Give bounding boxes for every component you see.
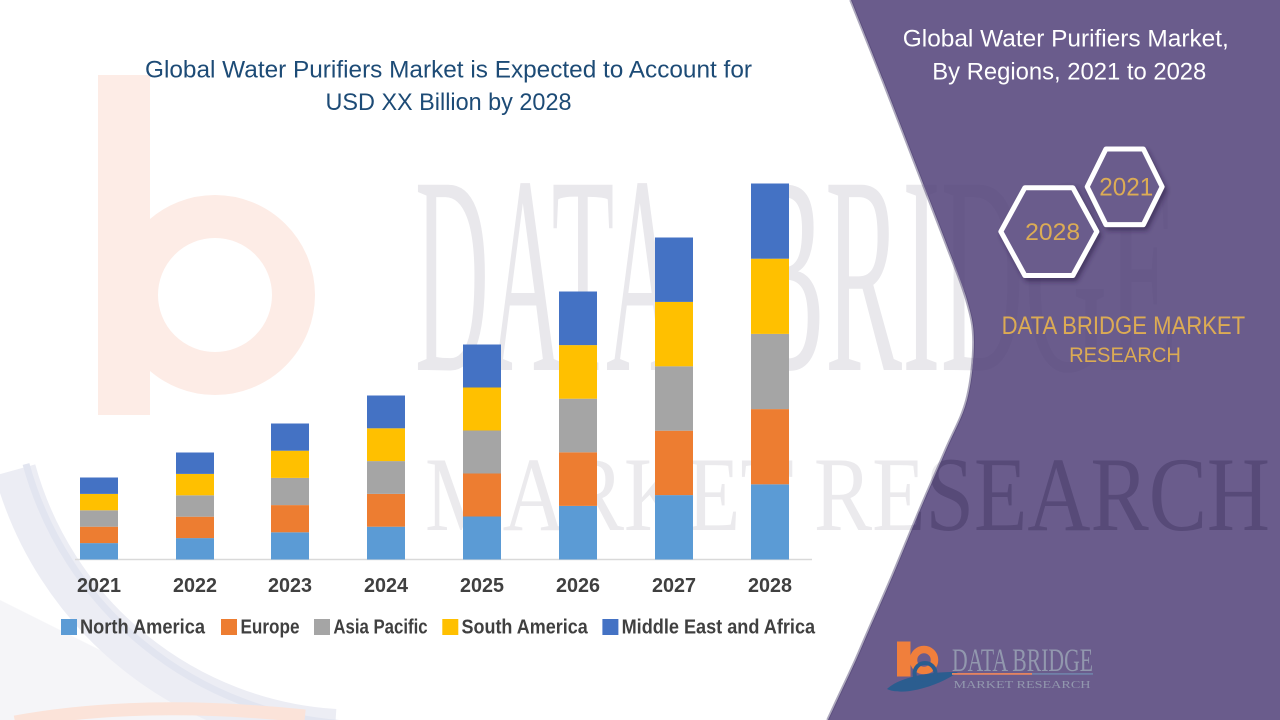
svg-text:2023: 2023	[268, 575, 312, 597]
svg-text:Europe: Europe	[241, 616, 300, 639]
svg-text:2024: 2024	[364, 575, 409, 597]
svg-text:2026: 2026	[556, 575, 600, 597]
svg-text:2028: 2028	[1025, 219, 1080, 246]
svg-text:DATA: DATA	[415, 118, 680, 432]
svg-text:By Regions, 2021 to 2028: By Regions, 2021 to 2028	[932, 59, 1206, 86]
svg-text:2027: 2027	[652, 575, 696, 597]
svg-text:USD XX Billion by 2028: USD XX Billion by 2028	[326, 89, 572, 116]
svg-text:Middle East and Africa: Middle East and Africa	[622, 616, 816, 639]
svg-text:DATA BRIDGE MARKET: DATA BRIDGE MARKET	[1002, 312, 1246, 340]
svg-text:2021: 2021	[77, 575, 121, 597]
svg-text:South America: South America	[462, 616, 589, 639]
svg-text:North America: North America	[80, 616, 206, 639]
svg-text:Global Water Purifiers Market,: Global Water Purifiers Market,	[903, 26, 1229, 53]
svg-text:2021: 2021	[1099, 173, 1153, 201]
svg-text:2022: 2022	[173, 575, 217, 597]
svg-text:2025: 2025	[460, 575, 504, 597]
svg-text:Global Water Purifiers Market: Global Water Purifiers Market is Expecte…	[145, 56, 752, 83]
svg-text:2028: 2028	[748, 575, 792, 597]
svg-text:RESEARCH: RESEARCH	[1069, 343, 1181, 367]
svg-text:Asia Pacific: Asia Pacific	[333, 616, 427, 639]
svg-text:MARKET RESEARCH: MARKET RESEARCH	[954, 679, 1091, 691]
